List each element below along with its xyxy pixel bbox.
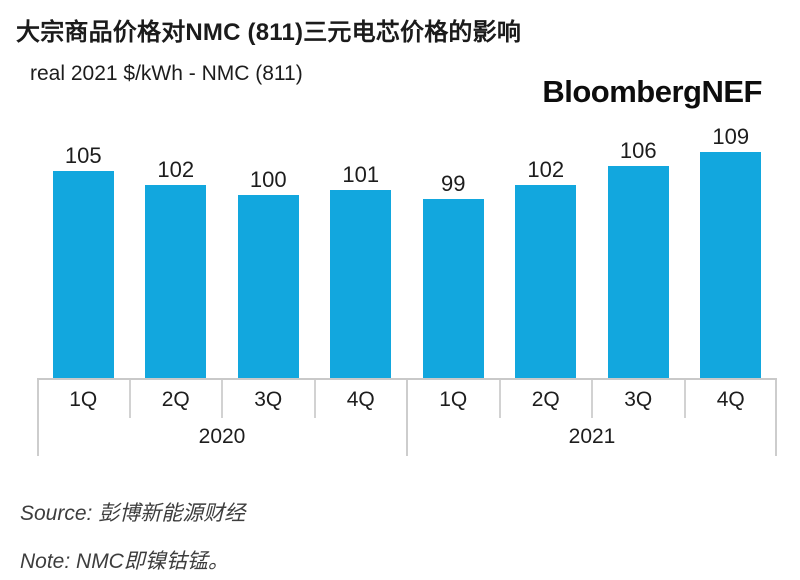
quarter-label: 4Q bbox=[346, 388, 375, 411]
quarter-label: 4Q bbox=[716, 388, 745, 411]
axis-tick bbox=[221, 380, 223, 418]
bar-slot: 99 bbox=[407, 118, 500, 378]
bar-slot: 102 bbox=[130, 118, 223, 378]
bar-slot: 106 bbox=[592, 118, 685, 378]
bar-slot: 109 bbox=[685, 118, 778, 378]
quarter-label: 2Q bbox=[161, 388, 190, 411]
chart-plot: 105 102 100 101 99 102 106 109 bbox=[37, 118, 777, 378]
bar-value-label: 105 bbox=[64, 143, 102, 168]
bar bbox=[52, 171, 114, 378]
axis-group-divider bbox=[775, 380, 777, 456]
axis-unit-label: real 2021 $/kWh - NMC (811) bbox=[30, 62, 303, 85]
bar-slot: 102 bbox=[500, 118, 593, 378]
quarter-label-row: 1Q 2Q 3Q 4Q 1Q 2Q 3Q 4Q bbox=[37, 380, 777, 420]
bar-value-label: 101 bbox=[342, 162, 380, 187]
bar-chart: 105 102 100 101 99 102 106 109 1Q 2Q 3Q 4Q 1Q 2Q 3Q 4Q… bbox=[37, 118, 777, 458]
source-note: Source: 彭博新能源财经 bbox=[20, 502, 246, 525]
axis-group-divider bbox=[37, 380, 39, 456]
bar bbox=[237, 195, 299, 378]
bar-value-label: 102 bbox=[157, 157, 195, 182]
bar-value-label: 109 bbox=[712, 124, 750, 149]
x-axis: 1Q 2Q 3Q 4Q 1Q 2Q 3Q 4Q 2020 2021 bbox=[37, 378, 777, 458]
quarter-label: 1Q bbox=[439, 388, 468, 411]
chart-title: 大宗商品价格对NMC (811)三元电芯价格的影响 bbox=[16, 19, 522, 46]
bar-slot: 101 bbox=[315, 118, 408, 378]
bar-slot: 105 bbox=[37, 118, 130, 378]
footnote: Note: NMC即镍钴锰。 bbox=[20, 550, 229, 573]
bar bbox=[330, 190, 392, 378]
bar-value-label: 100 bbox=[249, 167, 287, 192]
axis-tick bbox=[591, 380, 593, 418]
axis-group-divider bbox=[406, 380, 408, 456]
bar-value-label: 106 bbox=[619, 138, 657, 163]
axis-tick bbox=[313, 380, 316, 418]
bar-slot: 100 bbox=[222, 118, 315, 378]
bar bbox=[145, 185, 207, 378]
year-label: 2021 bbox=[568, 425, 616, 448]
year-label-row: 2020 2021 bbox=[37, 420, 777, 460]
axis-tick bbox=[683, 380, 686, 418]
bar-value-label: 99 bbox=[441, 171, 466, 196]
bar bbox=[515, 185, 577, 378]
quarter-label: 1Q bbox=[69, 388, 98, 411]
axis-tick bbox=[128, 380, 131, 418]
bar bbox=[700, 152, 762, 378]
bloombergnef-logo: BloombergNEF bbox=[542, 74, 762, 109]
quarter-label: 2Q bbox=[531, 388, 560, 411]
quarter-label: 3Q bbox=[624, 388, 653, 411]
axis-tick bbox=[498, 380, 501, 418]
bar bbox=[607, 166, 669, 378]
bar bbox=[422, 199, 484, 378]
year-label: 2020 bbox=[198, 425, 246, 448]
bar-value-label: 102 bbox=[527, 157, 565, 182]
quarter-label: 3Q bbox=[254, 388, 283, 411]
